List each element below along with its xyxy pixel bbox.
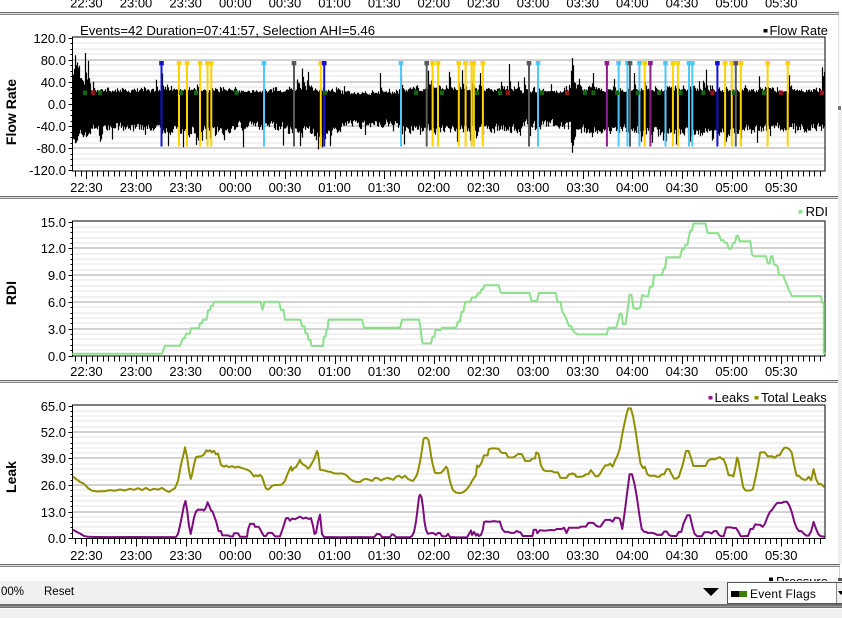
- svg-text:01:30: 01:30: [368, 180, 401, 195]
- svg-text:Flow Rate: Flow Rate: [769, 23, 828, 38]
- svg-text:23:30: 23:30: [169, 548, 202, 563]
- svg-text:00:30: 00:30: [269, 364, 302, 379]
- svg-text:65.0: 65.0: [41, 399, 66, 414]
- svg-text:02:00: 02:00: [418, 180, 451, 195]
- svg-text:23:30: 23:30: [169, 364, 202, 379]
- svg-text:01:30: 01:30: [368, 548, 401, 563]
- svg-text:02:00: 02:00: [418, 0, 451, 11]
- svg-text:04:00: 04:00: [616, 364, 649, 379]
- svg-text:03:30: 03:30: [566, 180, 599, 195]
- svg-text:3.0: 3.0: [48, 322, 66, 337]
- svg-text:04:30: 04:30: [666, 364, 699, 379]
- svg-text:9.0: 9.0: [48, 268, 66, 283]
- svg-text:00:00: 00:00: [219, 180, 252, 195]
- svg-text:02:00: 02:00: [418, 364, 451, 379]
- svg-text:Total Leaks: Total Leaks: [761, 390, 827, 405]
- svg-text:01:00: 01:00: [318, 548, 351, 563]
- svg-text:00:30: 00:30: [269, 548, 302, 563]
- svg-text:05:30: 05:30: [765, 180, 798, 195]
- svg-text:0.0: 0.0: [48, 97, 66, 112]
- svg-text:0.0: 0.0: [48, 531, 66, 546]
- svg-text:00:30: 00:30: [269, 180, 302, 195]
- svg-text:01:30: 01:30: [368, 0, 401, 11]
- svg-text:-40.0: -40.0: [36, 119, 66, 134]
- svg-text:02:00: 02:00: [418, 548, 451, 563]
- svg-text:52.0: 52.0: [41, 425, 66, 440]
- svg-text:-80.0: -80.0: [36, 141, 66, 156]
- svg-text:00:00: 00:00: [219, 364, 252, 379]
- svg-text:02:30: 02:30: [467, 0, 500, 11]
- svg-text:120.0: 120.0: [33, 31, 66, 46]
- svg-text:6.0: 6.0: [48, 295, 66, 310]
- svg-text:05:00: 05:00: [715, 364, 748, 379]
- svg-text:01:00: 01:00: [318, 364, 351, 379]
- svg-text:23:00: 23:00: [120, 0, 153, 11]
- svg-text:04:00: 04:00: [616, 180, 649, 195]
- svg-text:03:00: 03:00: [517, 548, 550, 563]
- svg-text:23:00: 23:00: [120, 364, 153, 379]
- svg-text:03:00: 03:00: [517, 0, 550, 11]
- svg-text:-120.0: -120.0: [29, 163, 66, 178]
- svg-text:05:30: 05:30: [765, 0, 798, 11]
- svg-text:23:00: 23:00: [120, 180, 153, 195]
- svg-text:0.0: 0.0: [48, 349, 66, 364]
- svg-text:02:30: 02:30: [467, 364, 500, 379]
- svg-text:15.0: 15.0: [41, 215, 66, 230]
- svg-text:12.0: 12.0: [41, 241, 66, 256]
- svg-text:22:30: 22:30: [70, 548, 103, 563]
- svg-text:22:30: 22:30: [70, 180, 103, 195]
- svg-text:00:00: 00:00: [219, 0, 252, 11]
- svg-text:Leaks: Leaks: [715, 390, 750, 405]
- svg-text:02:30: 02:30: [467, 180, 500, 195]
- svg-text:00:00: 00:00: [219, 548, 252, 563]
- svg-text:03:00: 03:00: [517, 364, 550, 379]
- svg-text:03:30: 03:30: [566, 364, 599, 379]
- svg-text:05:00: 05:00: [715, 548, 748, 563]
- svg-text:03:00: 03:00: [517, 180, 550, 195]
- svg-text:22:30: 22:30: [70, 364, 103, 379]
- svg-text:04:30: 04:30: [666, 180, 699, 195]
- svg-text:40.0: 40.0: [41, 75, 66, 90]
- svg-text:26.0: 26.0: [41, 478, 66, 493]
- svg-text:03:30: 03:30: [566, 0, 599, 11]
- svg-text:05:30: 05:30: [765, 548, 798, 563]
- svg-text:03:30: 03:30: [566, 548, 599, 563]
- svg-text:02:30: 02:30: [467, 548, 500, 563]
- svg-text:22:30: 22:30: [70, 0, 103, 11]
- svg-text:04:00: 04:00: [616, 548, 649, 563]
- svg-text:01:30: 01:30: [368, 364, 401, 379]
- svg-text:05:30: 05:30: [765, 364, 798, 379]
- svg-text:01:00: 01:00: [318, 0, 351, 11]
- svg-text:RDI: RDI: [806, 204, 828, 219]
- svg-text:01:00: 01:00: [318, 180, 351, 195]
- svg-text:39.0: 39.0: [41, 451, 66, 466]
- svg-text:23:00: 23:00: [120, 548, 153, 563]
- svg-text:04:00: 04:00: [616, 0, 649, 11]
- svg-text:Events=42 Duration=07:41:57, S: Events=42 Duration=07:41:57, Selection A…: [80, 23, 375, 38]
- svg-text:23:30: 23:30: [169, 180, 202, 195]
- svg-text:00:30: 00:30: [269, 0, 302, 11]
- svg-text:04:30: 04:30: [666, 548, 699, 563]
- svg-text:23:30: 23:30: [169, 0, 202, 11]
- svg-text:13.0: 13.0: [41, 505, 66, 520]
- svg-text:04:30: 04:30: [666, 0, 699, 11]
- svg-text:80.0: 80.0: [41, 53, 66, 68]
- svg-text:05:00: 05:00: [715, 0, 748, 11]
- svg-text:05:00: 05:00: [715, 180, 748, 195]
